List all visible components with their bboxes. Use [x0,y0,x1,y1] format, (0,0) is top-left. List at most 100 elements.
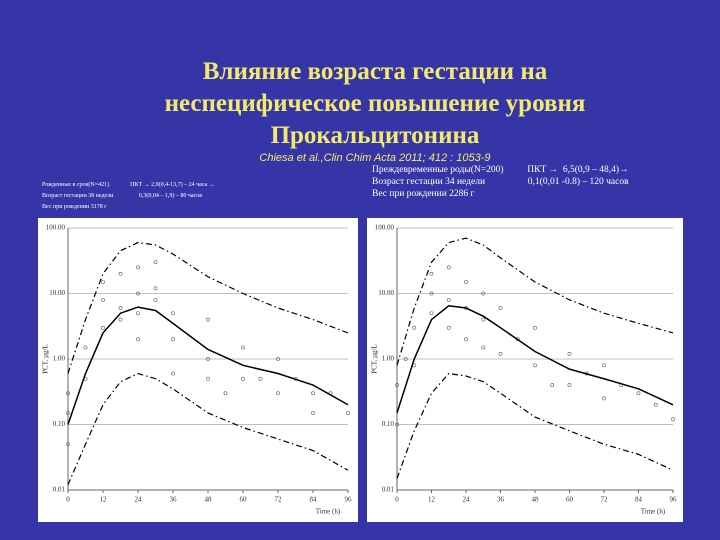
y-tick-label: 1.00 [382,355,395,363]
data-point [136,337,140,342]
data-point [550,383,555,387]
data-point [498,351,503,356]
data-point [481,317,486,322]
data-point [481,291,486,296]
data-point [101,297,105,302]
data-point [83,345,88,350]
y-tick-label: 10.00 [49,289,65,297]
data-point [153,297,158,302]
y-tick-label: 0.10 [53,420,66,428]
data-point [136,291,140,296]
data-point [429,311,434,316]
x-tick-label: 0 [66,496,70,504]
data-point [153,286,158,291]
chart-panel [38,218,358,522]
y-axis-label: PCT, µg/L [42,344,50,374]
y-axis-label: PCT, µg/L [371,344,379,374]
x-tick-label: 84 [635,496,643,504]
data-point [446,265,451,270]
data-point [464,280,468,284]
y-tick-label: 0.01 [382,486,395,494]
data-point [171,311,175,316]
data-point [66,442,70,447]
x-tick-label: 24 [135,496,143,504]
data-point [395,422,399,427]
x-tick-label: 24 [463,496,471,504]
citation: Chiesa et al.,Clin Chim Acta 2011; 412 :… [259,152,491,164]
y-tick-label: 100.00 [46,224,66,232]
data-point [206,317,210,322]
right-text: Преждевременные роды(N=200) ПКТ → 6,5(0,… [372,165,629,175]
left-text: Рожденные в срок(N=421) ПКТ → 2,9(0,4-13… [42,182,215,188]
data-point [258,376,263,381]
data-point [567,351,572,356]
data-point [223,391,228,396]
data-point [136,265,140,270]
y-tick-label: 0.10 [382,420,395,428]
right-text: Возраст гестации 34 недели 0,1(0,01 -0.8… [372,177,629,187]
data-point [171,337,175,342]
y-tick-label: 0.01 [53,486,66,494]
y-tick-label: 100.00 [375,224,395,232]
data-point [276,391,280,396]
x-tick-label: 48 [532,496,540,504]
data-point [118,317,123,322]
data-point [653,402,658,407]
data-point [446,325,451,330]
curve [67,306,349,425]
data-point [311,411,315,415]
chart-panel [367,218,683,522]
right-text: Вес при рождении 2286 г [372,189,475,199]
data-point [311,391,315,396]
data-point [412,325,417,330]
data-point [101,325,105,330]
data-point [498,306,503,310]
y-tick-label: 1.00 [53,355,66,363]
left-text: Вес при рождении 3178 г [42,204,107,210]
data-point [118,271,123,276]
slide-title: Влияние возраста гестации на [202,58,548,85]
data-point [602,396,606,401]
data-point [533,363,537,368]
data-point [101,280,105,284]
data-point [66,391,70,396]
left-text: Возраст гестации 38 недели 0,3(0,04 – 1,… [42,193,203,199]
y-tick-label: 10.00 [378,289,394,297]
data-point [429,291,434,296]
x-tick-label: 12 [428,496,436,504]
data-point [206,376,210,381]
data-point [206,357,210,361]
x-tick-label: 0 [395,496,399,504]
curve [67,372,349,486]
data-point [395,383,399,387]
data-point [276,357,280,361]
data-point [241,376,245,381]
data-point [241,345,245,350]
x-tick-label: 60 [566,496,574,504]
slide-title: Прокальцитонина [270,122,480,149]
data-point [346,411,350,415]
x-tick-label: 72 [601,496,609,504]
data-point [429,271,434,276]
data-point [136,311,140,316]
curve [67,241,349,374]
x-tick-label: 36 [170,496,178,504]
x-tick-label: 12 [100,496,108,504]
x-axis-label: Time (h) [316,508,341,516]
data-point [567,383,572,387]
data-point [403,357,408,361]
data-point [671,417,675,422]
data-point [171,371,175,376]
curve [396,372,674,479]
x-axis-label: Time (h) [641,508,666,516]
slide-title: неспецифическое повышение уровня [164,90,586,117]
x-tick-label: 48 [205,496,213,504]
data-point [602,363,606,368]
x-tick-label: 72 [275,496,283,504]
x-tick-label: 84 [310,496,318,504]
x-tick-label: 96 [670,496,678,504]
x-tick-label: 36 [497,496,505,504]
data-point [636,391,641,396]
